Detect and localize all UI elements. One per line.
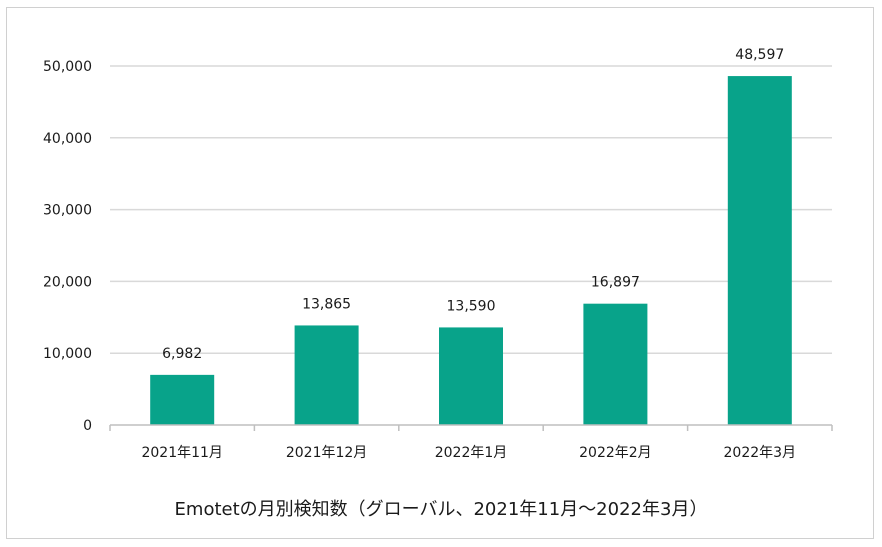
bars: [150, 76, 792, 425]
data-label: 16,897: [591, 275, 640, 291]
bar: [294, 325, 359, 425]
data-labels: 6,982 13,865 13,590 16,897 48,597: [162, 47, 784, 362]
x-tick-label: 2022年2月: [579, 445, 652, 461]
data-label: 6,982: [162, 346, 202, 362]
x-axis: [109, 424, 833, 431]
x-tick-label: 2021年11月: [141, 445, 222, 461]
y-tick-label: 50,000: [43, 59, 92, 75]
y-axis-tick-labels: 0 10,000 20,000 30,000 40,000 50,000: [43, 59, 92, 434]
y-tick-label: 20,000: [43, 274, 92, 290]
data-label: 13,590: [447, 298, 496, 314]
data-label: 48,597: [735, 47, 784, 63]
bar: [727, 76, 792, 425]
y-tick-label: 30,000: [43, 203, 92, 219]
x-tick-label: 2022年1月: [435, 445, 508, 461]
x-tick-label: 2021年12月: [286, 445, 367, 461]
x-axis-tick-labels: 2021年11月 2021年12月 2022年1月 2022年2月 2022年3月: [141, 445, 796, 461]
chart-title: Emotetの月別検知数（グローバル、2021年11月～2022年3月）: [174, 499, 708, 520]
y-tick-label: 0: [83, 418, 92, 434]
y-tick-label: 40,000: [43, 131, 92, 147]
bar: [150, 374, 215, 425]
data-label: 13,865: [302, 296, 351, 312]
x-tick-label: 2022年3月: [724, 445, 797, 461]
gridlines: [110, 65, 832, 354]
bar: [583, 303, 648, 425]
y-tick-label: 10,000: [43, 346, 92, 362]
bar: [439, 327, 503, 425]
